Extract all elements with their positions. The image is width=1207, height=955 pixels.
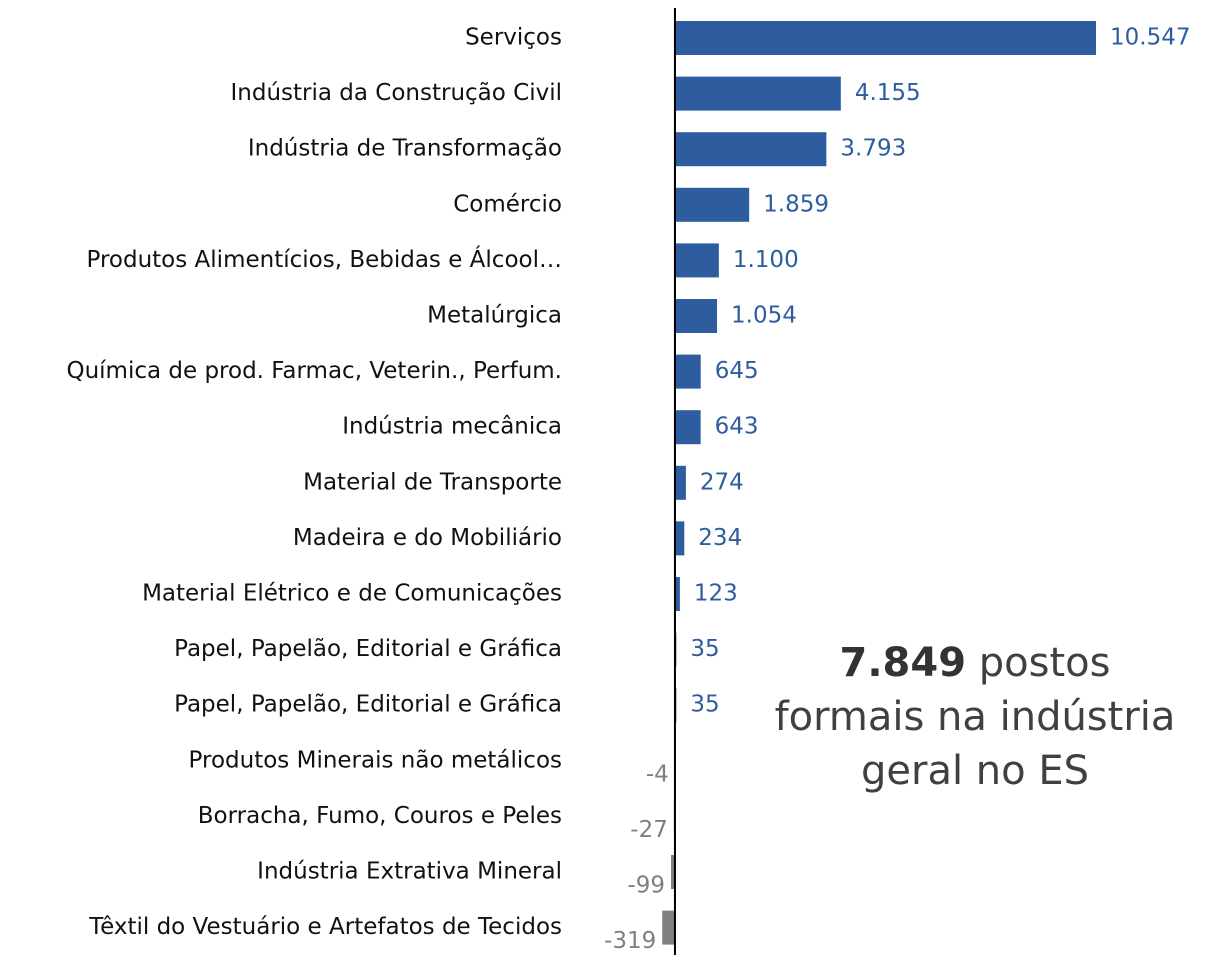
annotation: 7.849 postos formais na indústria geral …	[770, 636, 1180, 798]
value-label: 4.155	[855, 80, 921, 106]
category-label: Química de prod. Farmac, Veterin., Perfu…	[66, 358, 562, 384]
bar	[674, 577, 680, 611]
category-label: Produtos Minerais não metálicos	[189, 747, 562, 773]
value-label: -319	[604, 928, 656, 954]
bar	[674, 521, 685, 556]
value-label: -99	[627, 873, 665, 899]
category-label: Comércio	[453, 191, 562, 217]
value-label: 1.100	[733, 247, 799, 273]
value-label: 35	[690, 692, 719, 718]
category-label: Indústria Extrativa Mineral	[257, 859, 562, 885]
annotation-text: postos formais na indústria geral no ES	[774, 640, 1176, 794]
category-label: Borracha, Fumo, Couros e Peles	[198, 803, 562, 829]
category-label: Indústria da Construção Civil	[230, 80, 562, 106]
bar	[674, 76, 841, 111]
value-label: 645	[715, 358, 759, 384]
category-label: Indústria de Transformação	[248, 136, 562, 162]
value-label: 1.054	[731, 303, 797, 329]
category-label: Indústria mecânica	[342, 414, 562, 440]
category-label: Metalúrgica	[427, 303, 562, 329]
value-label: 10.547	[1110, 25, 1190, 51]
bar	[674, 299, 718, 333]
category-label: Madeira e do Mobiliário	[293, 525, 562, 551]
category-label: Material de Transporte	[303, 469, 562, 495]
bar	[674, 465, 686, 500]
bar	[674, 132, 827, 167]
value-label: 1.859	[763, 191, 829, 217]
category-label: Serviços	[465, 25, 562, 51]
annotation-number: 7.849	[839, 640, 967, 686]
bar	[674, 410, 701, 445]
value-label: 234	[698, 525, 742, 551]
category-label: Material Elétrico e de Comunicações	[142, 581, 562, 607]
category-label: Produtos Alimentícios, Bebidas e Álcool…	[87, 245, 563, 273]
value-label: 274	[700, 469, 744, 495]
bar	[674, 354, 701, 389]
value-label: 3.793	[840, 136, 906, 162]
bar	[674, 243, 719, 278]
value-label: 643	[715, 414, 759, 440]
category-label: Papel, Papelão, Editorial e Gráfica	[174, 692, 562, 718]
category-label: Papel, Papelão, Editorial e Gráfica	[174, 636, 562, 662]
value-label: 123	[694, 581, 738, 607]
category-label: Têxtil do Vestuário e Artefatos de Tecid…	[88, 914, 562, 940]
value-label: -4	[646, 761, 669, 787]
bar	[662, 910, 675, 945]
value-label: -27	[630, 817, 668, 843]
bar	[671, 855, 675, 889]
bar	[674, 187, 750, 222]
bar	[674, 21, 1096, 55]
value-label: 35	[690, 636, 719, 662]
